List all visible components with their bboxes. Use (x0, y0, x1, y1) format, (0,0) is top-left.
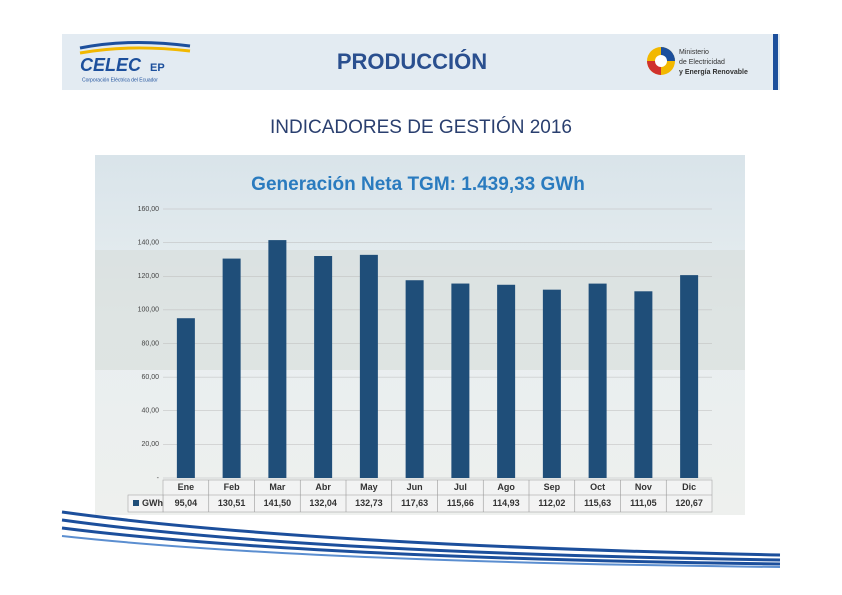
value-label: 132,04 (309, 498, 337, 508)
x-tick-label: Mar (269, 482, 286, 492)
ministry-line: Ministerio (679, 49, 709, 56)
y-tick-label: - (157, 475, 160, 482)
y-tick-label: 140,00 (138, 239, 160, 246)
x-tick-label: Ago (497, 482, 515, 492)
legend-label: GWh (142, 498, 163, 508)
swoosh-line (61, 510, 781, 557)
data-table-label-cell (127, 494, 164, 513)
ministry-logo-center (655, 55, 667, 67)
x-tick-label: Jun (407, 482, 423, 492)
chart-title: Generación Neta TGM: 1.439,33 GWh (251, 174, 585, 195)
value-label: 115,63 (584, 498, 611, 508)
value-label: 114,93 (493, 498, 520, 508)
bar (405, 280, 424, 478)
ministry-line: y Energía Renovable (679, 69, 748, 76)
value-label: 130,51 (218, 498, 246, 508)
value-label: 112,02 (538, 498, 565, 508)
x-tick-label: Abr (315, 482, 331, 492)
bar (176, 318, 195, 478)
value-label: 115,66 (447, 498, 474, 508)
y-tick-label: 40,00 (141, 408, 159, 415)
x-tick-label: Nov (635, 482, 652, 492)
x-tick-label: Ene (178, 482, 195, 492)
bar (359, 254, 378, 478)
x-tick-label: Feb (224, 482, 241, 492)
x-tick-label: Jul (454, 482, 467, 492)
footer-swoosh (61, 510, 781, 568)
logo-swoosh (79, 40, 191, 50)
y-tick-label: 80,00 (141, 340, 159, 347)
value-label: 141,50 (264, 498, 292, 508)
value-label: 132,73 (355, 498, 383, 508)
logo-swoosh (79, 46, 191, 55)
y-tick-label: 160,00 (138, 206, 160, 213)
logo-tagline: Corporación Eléctrica del Ecuador (82, 77, 158, 83)
bar (451, 283, 470, 478)
slide-subtitle: INDICADORES DE GESTIÓN 2016 (270, 116, 572, 138)
value-label: 111,05 (630, 498, 657, 508)
legend-swatch (133, 500, 139, 506)
bar (497, 284, 516, 478)
x-tick-label: Dic (682, 482, 696, 492)
x-tick-label: Oct (590, 482, 605, 492)
bar (314, 256, 333, 478)
header-title: PRODUCCIÓN (337, 49, 487, 74)
value-label: 117,63 (401, 498, 428, 508)
swoosh-line (61, 518, 781, 562)
ministry-line: de Electricidad (679, 59, 725, 66)
y-tick-label: 60,00 (141, 374, 159, 381)
x-tick-label: Sep (544, 482, 561, 492)
bar (680, 275, 699, 478)
y-tick-label: 100,00 (138, 307, 160, 314)
bar (634, 291, 653, 478)
value-label: 120,67 (675, 498, 703, 508)
swoosh-line (61, 526, 781, 566)
bar (222, 258, 241, 478)
value-label: 95,04 (175, 498, 198, 508)
y-tick-label: 120,00 (138, 273, 160, 280)
swoosh-line (61, 535, 781, 568)
logo-suffix: EP (150, 62, 165, 74)
bar (588, 283, 607, 478)
logo-name: CELEC (80, 55, 142, 75)
bar (542, 289, 561, 478)
header-accent (773, 34, 778, 90)
x-tick-label: May (360, 482, 378, 492)
y-tick-label: 20,00 (141, 441, 159, 448)
bar (268, 240, 287, 478)
